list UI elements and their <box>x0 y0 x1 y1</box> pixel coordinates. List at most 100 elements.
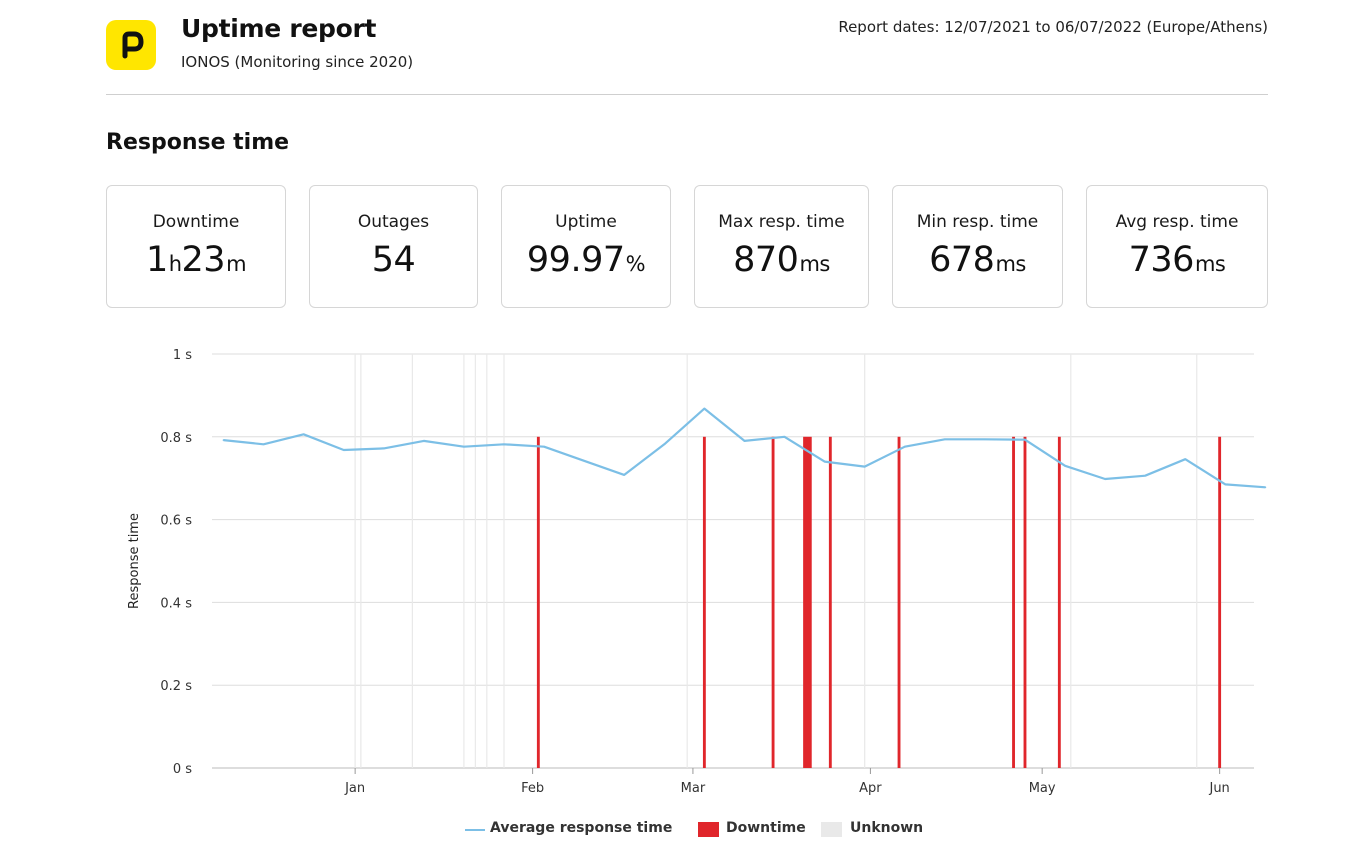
downtime-bar <box>1023 436 1027 768</box>
avg-response-point <box>342 449 345 451</box>
avg-response-point <box>903 445 906 448</box>
avg-response-point <box>863 465 866 468</box>
legend-line-swatch <box>465 829 485 831</box>
unknown-bar <box>686 354 688 768</box>
report-subtitle: IONOS (Monitoring since 2020) <box>181 53 414 71</box>
y-axis-label: Response time <box>127 513 142 609</box>
downtime-bar <box>702 436 706 768</box>
stat-value-unit: ms <box>1194 252 1226 276</box>
downtime-bar <box>536 436 540 768</box>
legend-box-swatch <box>821 822 842 837</box>
avg-response-point <box>262 443 265 446</box>
stat-label: Min resp. time <box>916 212 1039 232</box>
avg-response-point <box>222 439 225 441</box>
legend-label: Unknown <box>850 820 924 836</box>
avg-response-point <box>1264 486 1267 489</box>
header-divider <box>106 94 1268 95</box>
avg-response-point <box>302 433 305 436</box>
unknown-bar <box>1196 354 1198 768</box>
stat-label: Uptime <box>555 212 617 232</box>
unknown-bar <box>503 354 505 768</box>
unknown-bar <box>1070 354 1072 768</box>
x-tick-label: Jan <box>344 781 365 796</box>
avg-response-point <box>503 443 505 446</box>
downtime-bar <box>1218 436 1222 768</box>
avg-response-point <box>703 407 706 410</box>
avg-response-point <box>984 438 986 441</box>
stat-value-number: 54 <box>371 240 416 280</box>
avg-response-point <box>1064 464 1066 467</box>
y-tick-label: 0.8 s <box>160 431 192 446</box>
stat-value-unit: % <box>625 252 646 276</box>
avg-response-point <box>1024 438 1026 441</box>
unknown-bar <box>864 354 866 768</box>
stat-card-max-resp-time: Max resp. time 870ms <box>694 185 869 308</box>
avg-response-point <box>823 460 826 463</box>
unknown-bar <box>474 354 476 768</box>
stat-value-number: 1 <box>145 240 168 280</box>
avg-response-line <box>223 407 1266 489</box>
unknown-bar <box>411 354 413 768</box>
stat-label: Max resp. time <box>718 212 845 232</box>
stat-label: Avg resp. time <box>1115 212 1239 232</box>
section-title: Response time <box>106 130 290 155</box>
x-tick-label: Feb <box>521 781 544 796</box>
avg-response-point <box>583 460 585 462</box>
avg-response-point <box>543 445 545 448</box>
downtime-bar <box>828 436 832 768</box>
avg-response-point <box>743 440 746 442</box>
avg-response-point <box>423 440 425 442</box>
avg-response-point <box>1104 478 1106 480</box>
unknown-bar <box>486 354 488 768</box>
avg-response-point <box>1144 474 1147 477</box>
y-tick-label: 0.6 s <box>160 514 192 529</box>
stat-value-unit: m <box>226 252 247 276</box>
legend-label: Average response time <box>490 820 673 836</box>
x-tick-label: Apr <box>859 781 882 796</box>
stat-value-unit: ms <box>799 252 830 276</box>
stat-value-unit: ms <box>995 252 1026 276</box>
avg-response-point <box>382 447 385 450</box>
stat-label: Downtime <box>152 212 240 232</box>
stat-value-number: 23 <box>181 240 226 280</box>
avg-response-point <box>783 436 786 438</box>
y-tick-label: 0.2 s <box>160 679 192 694</box>
stat-value-number: 99.97 <box>526 240 625 280</box>
avg-response-point <box>623 474 626 476</box>
stat-value-number: 678 <box>929 240 995 280</box>
downtime-bar <box>1057 436 1061 768</box>
downtime-bar <box>1012 436 1015 768</box>
avg-response-point <box>944 438 946 441</box>
stat-value: 99.97% <box>502 240 670 280</box>
legend-box-swatch <box>698 822 719 837</box>
stat-value: 678ms <box>893 240 1062 280</box>
avg-response-point <box>1224 483 1227 486</box>
report-dates: Report dates: 12/07/2021 to 06/07/2022 (… <box>838 18 1268 36</box>
y-tick-label: 0.4 s <box>160 596 192 611</box>
stat-card-min-resp-time: Min resp. time 678ms <box>892 185 1063 308</box>
pingdom-logo-icon <box>106 20 156 70</box>
report-title: Uptime report <box>181 14 377 43</box>
stat-card-uptime: Uptime 99.97% <box>501 185 671 308</box>
x-tick-label: Jun <box>1208 781 1229 796</box>
x-tick-label: Mar <box>681 781 706 796</box>
stat-label: Outages <box>357 212 430 232</box>
y-tick-label: 0 s <box>173 762 192 777</box>
response-time-chart: 1 s 0.8 s 0.6 s 0.4 s 0.2 s 0 s Response time J… <box>127 348 1267 796</box>
avg-response-point <box>463 445 465 448</box>
stat-value: 54 <box>310 240 477 280</box>
stat-card-downtime: Downtime 1h23m <box>106 185 286 308</box>
legend-label: Downtime <box>726 820 806 836</box>
stat-value-number: 870 <box>733 240 799 280</box>
downtime-bar <box>897 436 901 768</box>
stat-card-avg-resp-time: Avg resp. time 736ms <box>1086 185 1268 308</box>
avg-response-point <box>1184 458 1187 460</box>
stat-value: 736ms <box>1087 240 1267 280</box>
stat-value-unit: h <box>168 252 182 276</box>
unknown-bar <box>463 354 465 768</box>
stat-value-number: 736 <box>1128 240 1195 280</box>
unknown-bar <box>354 354 356 768</box>
stat-card-outages: Outages 54 <box>309 185 478 308</box>
y-tick-label: 1 s <box>173 348 192 363</box>
downtime-bar <box>803 436 812 768</box>
